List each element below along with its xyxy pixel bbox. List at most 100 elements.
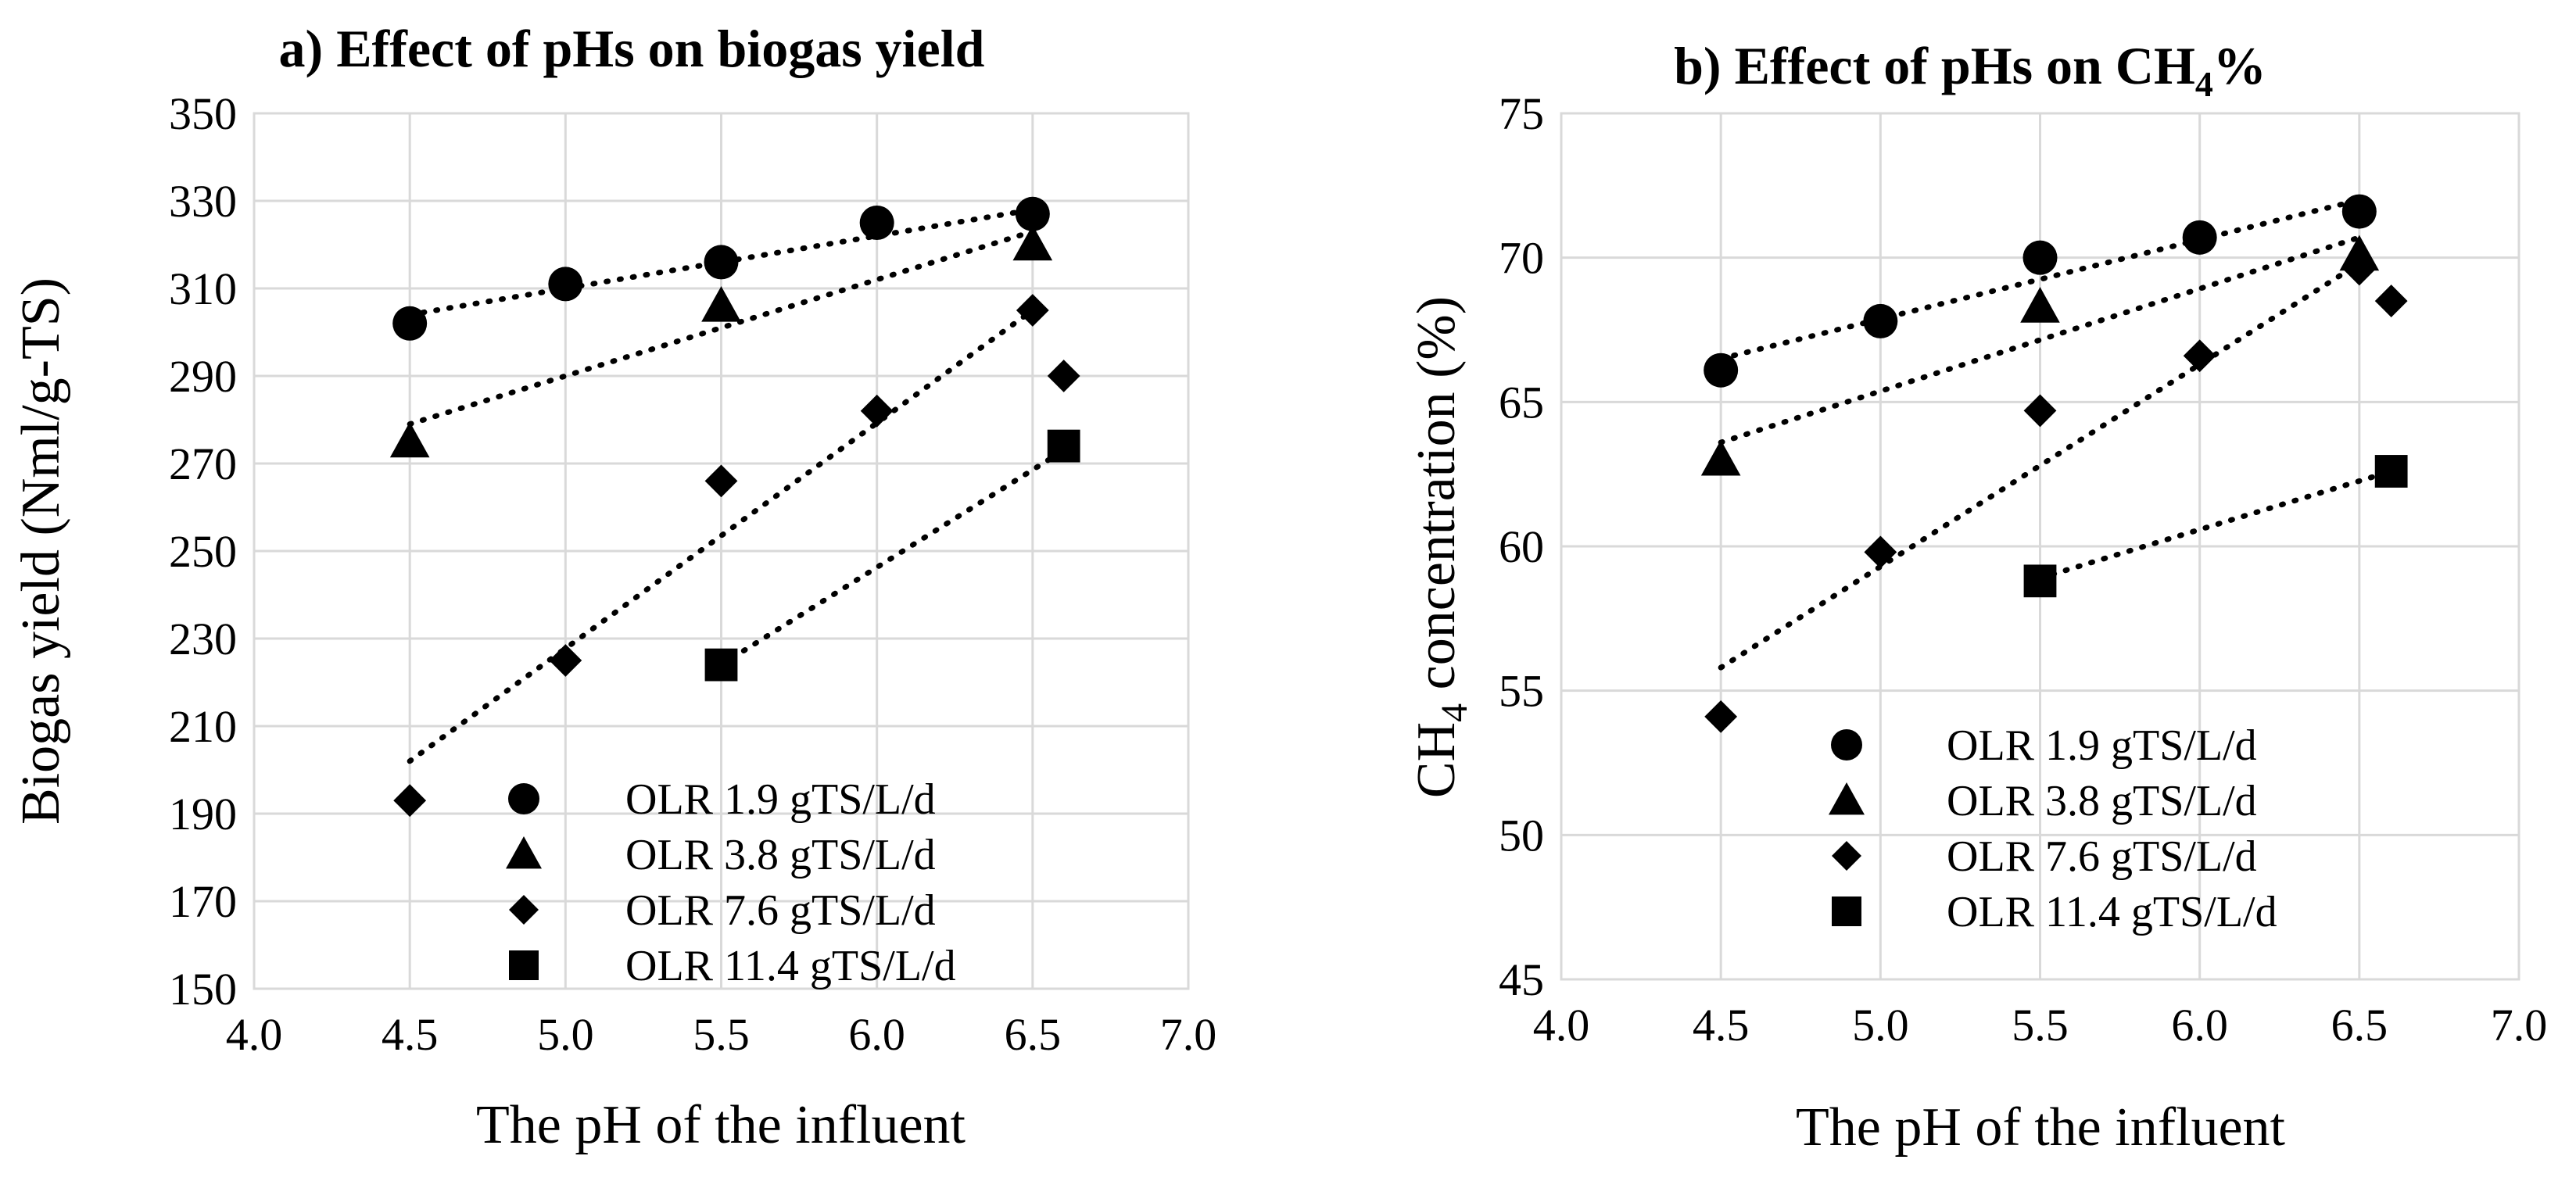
chart-b-point-series-3	[1864, 535, 1897, 569]
chart-b-point-series-3	[2374, 285, 2408, 317]
chart-b-legend-marker-3	[1832, 841, 1861, 871]
chart-a-legend-label-2: OLR 3.8 gTS/L/d	[625, 831, 936, 879]
chart-b-ylabel-prefix: CH	[1406, 722, 1467, 798]
chart-b-legend-label-2: OLR 3.8 gTS/L/d	[1947, 777, 2257, 825]
chart-b-trendline-series-2	[1718, 234, 2363, 446]
chart-b-x-tick-label: 5.5	[2012, 1000, 2069, 1050]
chart-a-point-series-4	[704, 648, 738, 682]
chart-a-legend: OLR 1.9 gTS/L/d OLR 3.8 gTS/L/d OLR 7.6 gT…	[506, 775, 956, 990]
chart-a-y-axis-title: Biogas yield (Nml/g-TS)	[11, 277, 71, 825]
chart-a-y-tick-label: 270	[169, 438, 237, 489]
chart-a-trendline-series-1	[407, 206, 1036, 318]
chart-b-title-prefix: b) Effect of pHs on CH	[1674, 36, 2195, 95]
chart-a-point-series-1	[392, 306, 428, 341]
chart-b-trendline-series-4	[2037, 468, 2395, 582]
chart-b-legend-label-1: OLR 1.9 gTS/L/d	[1947, 721, 2257, 770]
chart-a-legend-label-3: OLR 7.6 gTS/L/d	[625, 886, 936, 935]
chart-b-legend-label-3: OLR 7.6 gTS/L/d	[1947, 832, 2257, 881]
chart-b-y-axis-title: CH4 concentration (%)	[1406, 296, 1475, 798]
chart-b: b) Effect of pHs on CH4% 4.0 4.5 5.0 5.5 6.0…	[1406, 36, 2547, 1158]
chart-a-legend-marker-1	[508, 783, 539, 814]
chart-b-title-suffix: %	[2213, 36, 2266, 95]
chart-b-point-series-2	[1700, 439, 1741, 476]
chart-a-trendline-series-3	[407, 307, 1036, 764]
chart-b-x-tick-label: 6.0	[2171, 1000, 2228, 1050]
chart-b-legend-label-4: OLR 11.4 gTS/L/d	[1947, 888, 2277, 936]
chart-a-trendline-series-2	[407, 228, 1036, 428]
chart-a-legend-label-1: OLR 1.9 gTS/L/d	[625, 775, 936, 824]
chart-b-legend: OLR 1.9 gTS/L/d OLR 3.8 gTS/L/d OLR 7.6 gT…	[1829, 721, 2277, 936]
chart-a-point-series-3	[1016, 294, 1049, 327]
chart-b-point-series-2	[2020, 287, 2060, 323]
chart-b-x-tick-label: 4.5	[1693, 1000, 1750, 1050]
chart-a-x-ticks: 4.0 4.5 5.0 5.5 6.0 6.5 7.0	[226, 1009, 1217, 1060]
chart-b-point-series-1	[2022, 240, 2058, 275]
chart-b-y-tick-label: 45	[1499, 954, 1544, 1005]
chart-b-y-tick-label: 50	[1499, 810, 1544, 861]
chart-a-y-tick-label: 350	[169, 88, 237, 139]
chart-b-y-ticks: 45 50 55 60 65 70 75	[1499, 88, 1544, 1005]
chart-b-point-series-3	[1704, 700, 1738, 733]
chart-a-x-tick-label: 6.0	[848, 1009, 905, 1060]
chart-b-ylabel-suffix: concentration (%)	[1406, 296, 1467, 703]
chart-a-point-series-3	[704, 464, 738, 498]
chart-b-y-tick-label: 60	[1499, 521, 1544, 572]
chart-a-point-series-1	[704, 245, 739, 280]
chart-a-x-tick-label: 4.0	[226, 1009, 283, 1060]
chart-a-y-tick-label: 210	[169, 701, 237, 752]
chart-a-legend-marker-2	[506, 836, 542, 869]
chart-b-point-series-1	[1863, 303, 1898, 338]
chart-a-legend-marker-4	[509, 950, 539, 980]
chart-a-points	[389, 196, 1080, 818]
chart-a-point-series-1	[1015, 196, 1050, 231]
chart-a-point-series-4	[1047, 429, 1080, 463]
chart-b-trendlines	[1718, 197, 2395, 671]
chart-a-point-series-3	[549, 644, 582, 677]
chart-a-x-tick-label: 5.0	[537, 1009, 594, 1060]
chart-a-trendline-series-4	[718, 447, 1067, 668]
chart-a-point-series-2	[389, 421, 430, 458]
chart-a-title: a) Effect of pHs on biogas yield	[279, 19, 985, 78]
chart-a-legend-label-4: OLR 11.4 gTS/L/d	[625, 942, 956, 990]
chart-b-point-series-3	[2342, 252, 2376, 286]
chart-b-y-tick-label: 70	[1499, 233, 1544, 284]
chart-a-y-tick-label: 170	[169, 876, 237, 927]
chart-a-x-axis-title: The pH of the influent	[476, 1095, 966, 1155]
chart-b-y-tick-label: 75	[1499, 88, 1544, 139]
chart-b-title: b) Effect of pHs on CH4%	[1674, 36, 2266, 104]
chart-b-point-series-3	[2183, 339, 2216, 373]
chart-a-x-tick-label: 7.0	[1160, 1009, 1217, 1060]
chart-a-y-tick-label: 190	[169, 789, 237, 839]
chart-b-points	[1700, 194, 2408, 733]
chart-a-y-tick-label: 310	[169, 263, 237, 314]
chart-a-point-series-2	[1012, 224, 1053, 261]
chart-b-x-ticks: 4.0 4.5 5.0 5.5 6.0 6.5 7.0	[1533, 1000, 2548, 1050]
chart-a-y-tick-label: 150	[169, 964, 237, 1015]
chart-a-x-tick-label: 6.5	[1005, 1009, 1062, 1060]
chart-b-point-series-3	[2023, 394, 2057, 428]
chart-b-x-axis-title: The pH of the influent	[1796, 1097, 2285, 1158]
chart-b-x-tick-label: 4.0	[1533, 1000, 1590, 1050]
chart-b-legend-marker-4	[1832, 896, 1861, 926]
chart-b-legend-marker-1	[1831, 729, 1862, 760]
chart-b-x-tick-label: 6.5	[2331, 1000, 2388, 1050]
chart-a-x-tick-label: 4.5	[382, 1009, 439, 1060]
chart-a-y-ticks: 150 170 190 210 230 250 270 290 310 330 350	[169, 88, 237, 1015]
chart-a-point-series-1	[859, 206, 894, 240]
chart-b-title-sub: 4	[2195, 64, 2213, 104]
chart-b-point-series-1	[1704, 353, 1739, 388]
chart-b-point-series-1	[2182, 220, 2217, 255]
chart-b-legend-marker-2	[1829, 782, 1865, 815]
chart-a-y-tick-label: 330	[169, 176, 237, 227]
chart-b-x-tick-label: 7.0	[2491, 1000, 2548, 1050]
chart-b-ylabel-sub: 4	[1434, 703, 1475, 722]
chart-b-point-series-1	[2341, 194, 2377, 229]
chart-a-y-tick-label: 290	[169, 351, 237, 402]
chart-a-point-series-1	[548, 267, 583, 302]
chart-a: a) Effect of pHs on biogas yield 4.0 4.5 5…	[11, 19, 1216, 1155]
chart-a-x-tick-label: 5.5	[693, 1009, 750, 1060]
chart-b-y-tick-label: 55	[1499, 666, 1544, 717]
chart-a-point-series-3	[393, 784, 427, 818]
chart-b-x-tick-label: 5.0	[1852, 1000, 1909, 1050]
